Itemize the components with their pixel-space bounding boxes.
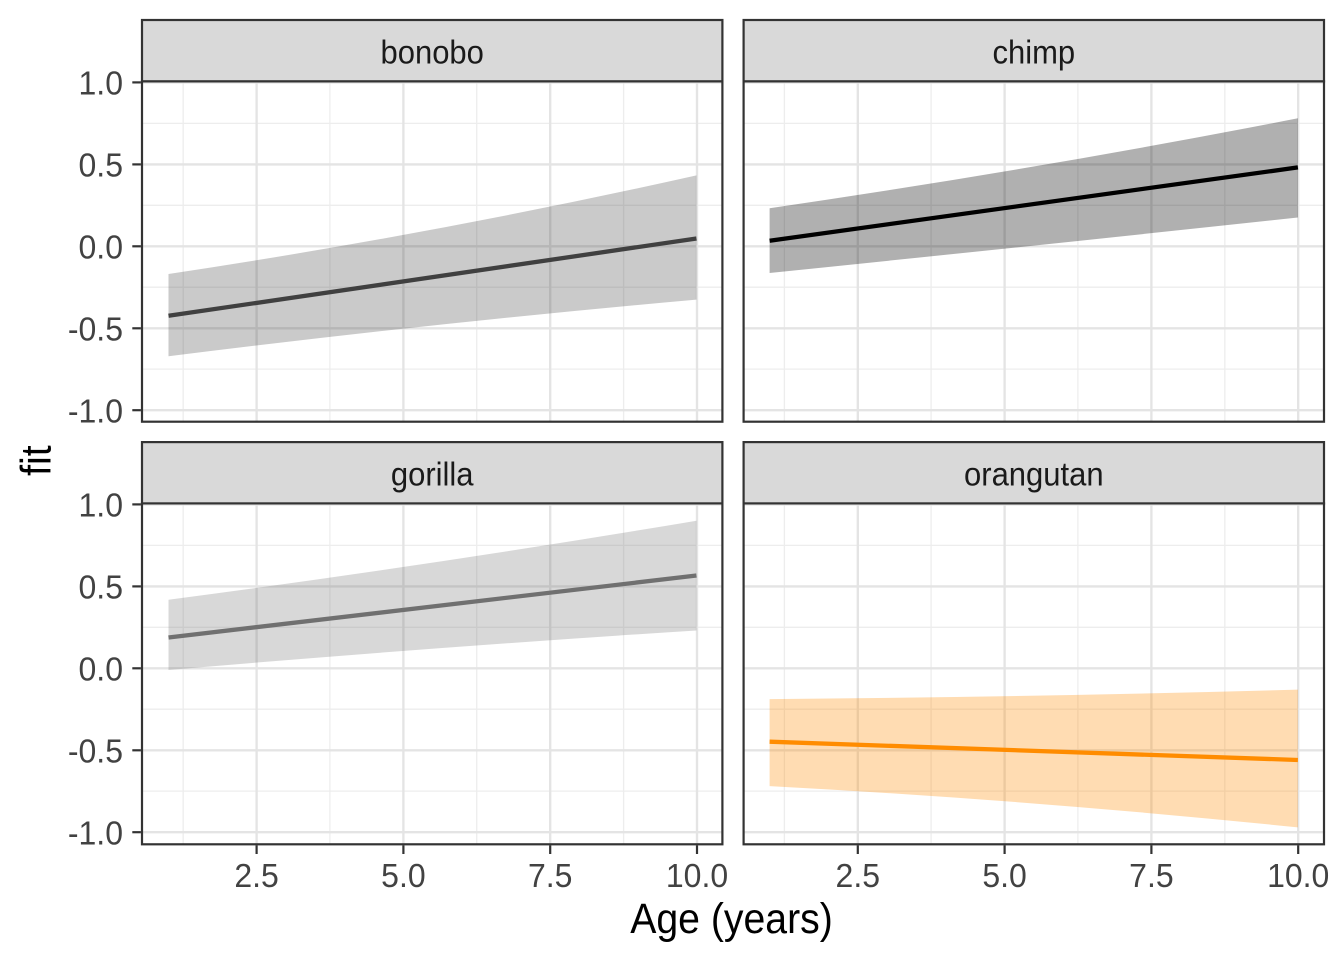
svg-text:gorilla: gorilla: [391, 456, 474, 493]
svg-text:10.0: 10.0: [1267, 856, 1329, 894]
svg-text:-0.5: -0.5: [68, 732, 123, 770]
svg-text:0.0: 0.0: [79, 650, 123, 688]
svg-text:2.5: 2.5: [836, 856, 880, 894]
svg-text:bonobo: bonobo: [380, 33, 483, 70]
svg-text:5.0: 5.0: [982, 856, 1026, 894]
svg-text:0.5: 0.5: [79, 146, 123, 184]
svg-text:0.0: 0.0: [79, 228, 123, 266]
svg-text:1.0: 1.0: [79, 64, 123, 102]
svg-text:Age (years): Age (years): [630, 895, 833, 943]
svg-text:1.0: 1.0: [79, 486, 123, 524]
svg-text:7.5: 7.5: [528, 856, 572, 894]
svg-text:-1.0: -1.0: [68, 814, 123, 852]
svg-text:0.5: 0.5: [79, 568, 123, 606]
svg-text:orangutan: orangutan: [964, 456, 1104, 493]
svg-text:7.5: 7.5: [1129, 856, 1173, 894]
svg-text:-0.5: -0.5: [68, 310, 123, 348]
svg-text:10.0: 10.0: [666, 856, 728, 894]
svg-text:fit: fit: [12, 445, 60, 476]
svg-text:2.5: 2.5: [234, 856, 278, 894]
svg-text:chimp: chimp: [992, 33, 1075, 70]
svg-text:-1.0: -1.0: [68, 392, 123, 430]
svg-text:5.0: 5.0: [381, 856, 425, 894]
